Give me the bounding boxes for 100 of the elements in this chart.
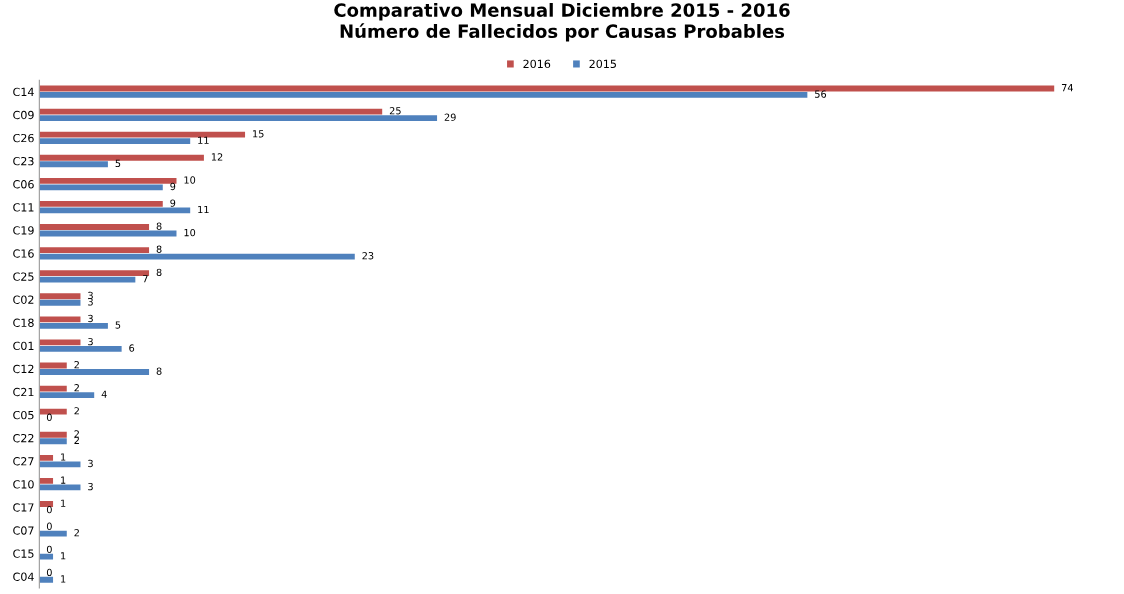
data-label: 2 [74, 430, 79, 438]
data-label: 9 [170, 182, 176, 191]
y-tick-label: C19 [13, 226, 34, 235]
y-tick-label: C01 [13, 341, 34, 351]
y-tick-label: C23 [13, 156, 34, 166]
data-label: 2 [74, 529, 79, 537]
data-label: 5 [115, 321, 121, 329]
y-tick-label: C07 [13, 526, 34, 535]
data-label: 3 [88, 298, 93, 306]
bar [39, 576, 54, 583]
data-label: 0 [46, 505, 52, 514]
y-tick-label: C09 [13, 110, 34, 120]
y-tick-label: C14 [13, 87, 34, 97]
bar [39, 392, 95, 398]
bar [39, 161, 108, 168]
y-tick-label: C04 [13, 572, 34, 581]
data-label: 3 [88, 459, 93, 468]
bar [39, 293, 81, 300]
y-tick-label: C15 [13, 549, 34, 558]
data-label: 8 [156, 268, 162, 276]
bar [39, 201, 163, 207]
data-label: 3 [88, 337, 93, 346]
bar [39, 270, 150, 277]
data-label: 0 [46, 522, 52, 530]
data-label: 1 [61, 552, 66, 560]
bar [39, 177, 177, 184]
data-label: 8 [156, 367, 162, 375]
bar [39, 138, 191, 145]
y-tick-label: C26 [13, 133, 34, 143]
data-label: 5 [115, 159, 121, 168]
data-label: 8 [156, 222, 162, 230]
bar [39, 345, 122, 352]
bar [39, 92, 808, 98]
legend-label: 2015 [589, 59, 616, 69]
data-label: 8 [156, 245, 162, 253]
data-label: 2 [74, 384, 79, 392]
y-tick-label: C21 [13, 387, 34, 397]
y-tick-label: C16 [13, 249, 34, 258]
data-label: 10 [184, 228, 196, 237]
bar [39, 154, 204, 161]
data-label: 1 [61, 499, 66, 507]
y-tick-label: C12 [13, 364, 34, 374]
y-tick-label: C11 [13, 203, 34, 212]
y-tick-label: C27 [13, 457, 34, 466]
data-label: 23 [362, 252, 374, 260]
bar [39, 438, 67, 445]
bar [39, 247, 150, 253]
y-tick-label: C02 [13, 295, 34, 304]
y-tick-label: C17 [13, 503, 34, 512]
data-label: 25 [389, 107, 401, 115]
y-tick-label: C06 [13, 180, 34, 189]
bar [39, 316, 81, 323]
bar [39, 224, 150, 230]
bar [39, 322, 108, 329]
y-tick-label: C10 [13, 480, 34, 489]
data-label: 7 [143, 275, 148, 283]
bar [39, 131, 246, 138]
bar [39, 461, 81, 468]
bar [39, 184, 163, 191]
y-tick-label: C05 [13, 410, 34, 420]
bar [39, 478, 54, 484]
bar [39, 207, 191, 214]
bar [39, 553, 54, 560]
data-label: 3 [88, 291, 93, 300]
data-label: 56 [815, 90, 827, 98]
data-label: 29 [444, 113, 456, 121]
data-label: 0 [46, 413, 52, 421]
bar [39, 299, 81, 306]
data-label: 11 [198, 136, 209, 144]
data-label: 0 [46, 568, 52, 577]
data-label: 3 [88, 482, 93, 491]
y-tick-label: C22 [13, 433, 34, 443]
bar [39, 431, 67, 438]
bar [39, 385, 67, 392]
bar [39, 501, 54, 507]
bar [39, 276, 136, 283]
data-label: 10 [184, 176, 196, 184]
data-label: 4 [101, 390, 107, 398]
data-label: 3 [88, 314, 93, 323]
bar [39, 115, 438, 121]
bar [39, 454, 54, 461]
chart-title: Comparativo Mensual Diciembre 2015 - 2016 Número de Fallecidos por Causas Probables [334, 2, 790, 42]
data-label: 2 [74, 407, 79, 415]
data-label: 15 [253, 130, 264, 138]
data-label: 6 [129, 344, 135, 352]
data-label: 1 [61, 476, 66, 484]
legend-label: 2016 [523, 59, 551, 69]
data-label: 1 [61, 453, 66, 461]
data-label: 12 [211, 153, 223, 161]
data-label: 0 [46, 545, 52, 554]
bar [39, 408, 67, 415]
data-label: 2 [74, 360, 79, 369]
data-label: 1 [61, 575, 66, 583]
data-label: 9 [170, 199, 176, 207]
y-tick-label: C18 [13, 318, 34, 327]
data-label: 2 [74, 436, 79, 444]
data-label: 74 [1061, 84, 1073, 92]
data-label: 11 [198, 205, 209, 214]
y-tick-label: C25 [13, 272, 34, 281]
bar [39, 369, 150, 375]
